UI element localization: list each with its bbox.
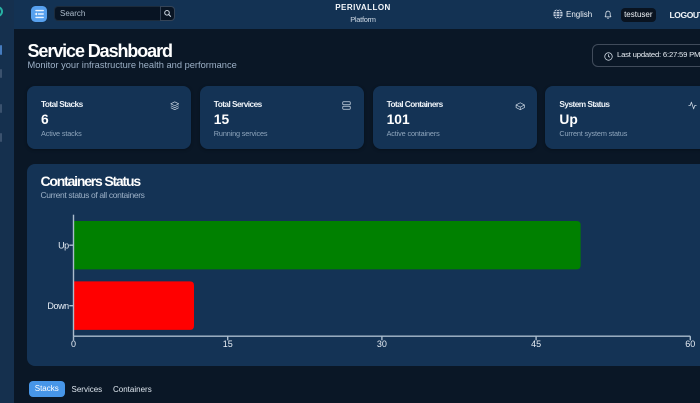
svg-text:Down: Down [47, 301, 69, 311]
svg-text:30: 30 [377, 339, 387, 349]
svg-text:15: 15 [223, 339, 233, 349]
svg-text:0: 0 [71, 339, 76, 349]
svg-text:Up: Up [58, 241, 69, 251]
svg-text:45: 45 [531, 339, 541, 349]
svg-text:60: 60 [685, 339, 695, 349]
